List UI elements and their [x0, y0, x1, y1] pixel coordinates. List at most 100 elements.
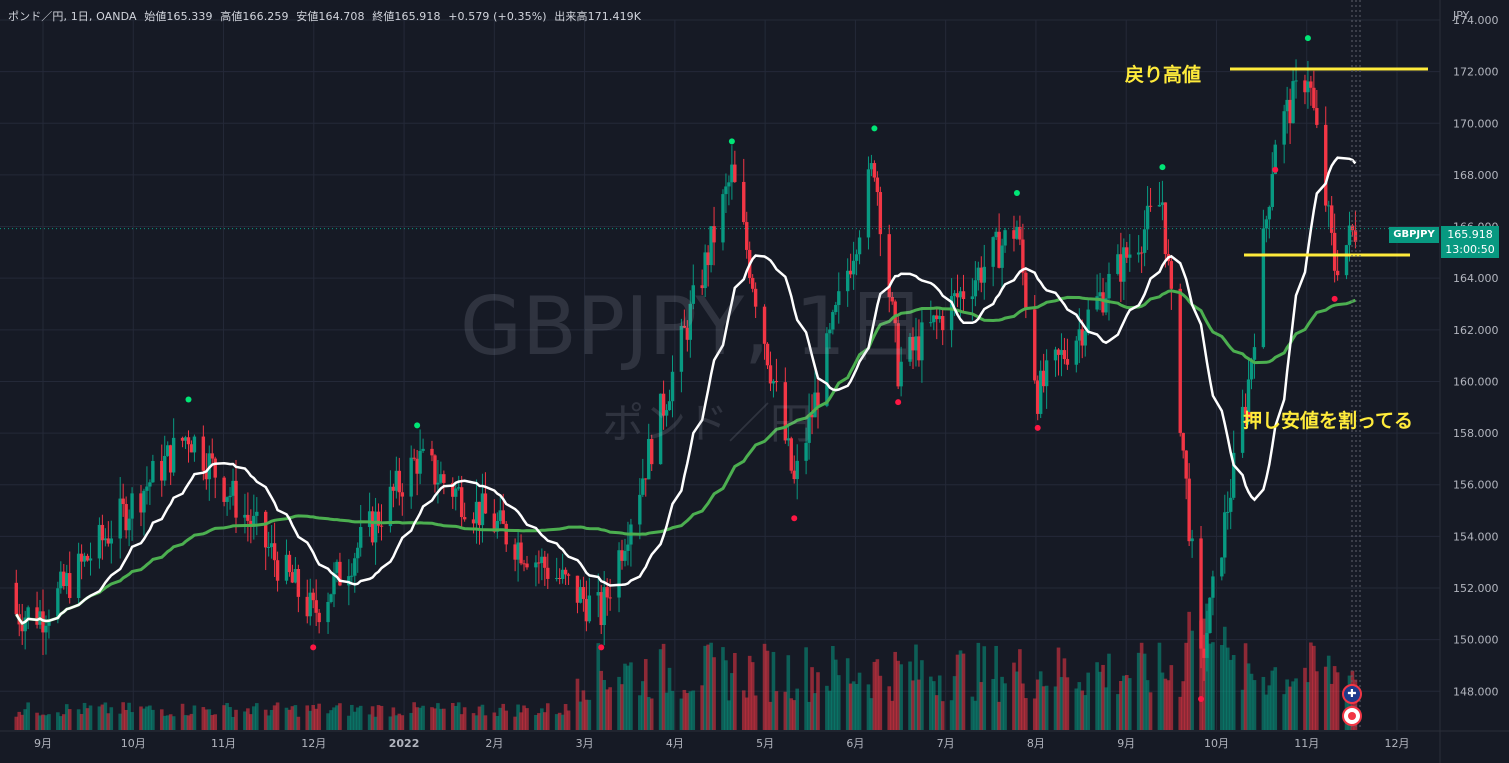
volume-bar	[816, 672, 820, 730]
candle	[578, 579, 583, 604]
swing-low-marker	[598, 644, 605, 651]
y-tick-label: 162.000	[1453, 324, 1499, 337]
volume-bar	[685, 693, 690, 730]
volume-bar	[596, 643, 601, 730]
swing-low-marker	[1331, 295, 1338, 302]
swing-low-marker	[1272, 166, 1279, 173]
volume-bar	[332, 707, 336, 730]
candle	[1347, 211, 1352, 262]
volume-bar	[373, 716, 378, 730]
candle-body	[76, 553, 81, 598]
candle-body	[670, 371, 675, 402]
volume-bar	[617, 676, 621, 730]
volume-bar	[183, 715, 188, 730]
candle	[47, 609, 51, 639]
candle	[1264, 215, 1269, 243]
candle	[350, 563, 354, 583]
volume-bar	[620, 684, 624, 730]
candle-body	[290, 572, 295, 583]
candle-body	[970, 296, 975, 300]
volume-bar	[1288, 686, 1292, 730]
candle-body	[810, 414, 814, 418]
volume-bar	[563, 704, 568, 730]
candle	[991, 236, 995, 287]
japan-flag-icon[interactable]	[1342, 706, 1362, 726]
volume-bar	[228, 707, 232, 730]
candle-body	[148, 482, 152, 487]
candle-body	[608, 597, 612, 599]
volume-bar	[442, 708, 446, 730]
candle-body	[213, 458, 217, 478]
candle	[1056, 348, 1061, 376]
candle	[1044, 349, 1049, 409]
candle-body	[1303, 80, 1307, 93]
volume-bar	[783, 691, 788, 730]
volume-bar	[744, 697, 749, 730]
volume-bar	[730, 673, 734, 730]
volume-bar	[1124, 675, 1129, 730]
candle	[243, 493, 247, 534]
volume-bar	[1038, 671, 1043, 730]
candle-body	[272, 543, 277, 561]
volume-bar	[940, 701, 945, 730]
candle	[828, 323, 832, 349]
candle	[691, 264, 695, 310]
candle-body	[287, 554, 292, 573]
volume-bar	[159, 709, 164, 730]
candle	[1160, 180, 1165, 221]
volume-bar	[471, 713, 476, 730]
candle	[296, 564, 301, 613]
volume-value: 出来高171.419K	[554, 10, 642, 23]
volume-bar	[210, 715, 215, 730]
candle-body	[1335, 270, 1340, 276]
volume-bar	[1119, 680, 1123, 730]
candle	[353, 552, 357, 593]
candle	[1142, 210, 1147, 267]
candle-body	[222, 477, 226, 502]
candle-body	[1142, 229, 1147, 253]
candle	[1291, 70, 1295, 124]
candle-body	[183, 437, 188, 441]
x-tick-label: 11月	[211, 737, 236, 750]
candle	[644, 478, 648, 497]
candle-body	[733, 164, 737, 182]
volume-bar	[602, 679, 606, 730]
candle	[745, 211, 749, 259]
candle	[1074, 336, 1079, 373]
volume-bar	[1160, 672, 1165, 730]
candle-body	[620, 550, 624, 561]
candle	[786, 425, 790, 447]
candle	[851, 241, 856, 290]
candle	[795, 444, 799, 500]
swing-low-marker	[1245, 412, 1252, 419]
candle-body	[266, 547, 271, 549]
volume-bar	[97, 706, 102, 730]
candle-body	[504, 523, 508, 545]
volume-bar	[243, 711, 247, 730]
volume-bar	[807, 701, 811, 730]
candle-body	[79, 553, 84, 562]
symbol-name[interactable]: ポンド／円, 1日, OANDA	[8, 10, 137, 23]
candle	[875, 171, 880, 206]
candle-body	[243, 514, 247, 518]
volume-bar	[658, 649, 663, 730]
volume-bar	[1166, 680, 1171, 730]
volume-bar	[540, 708, 544, 730]
volume-bar	[1107, 653, 1111, 730]
candle	[789, 436, 793, 474]
candle-body	[638, 494, 642, 525]
volume-bar	[765, 650, 770, 730]
candle-body	[854, 254, 859, 261]
candle	[246, 492, 250, 542]
candle-body	[1062, 350, 1067, 360]
candle-body	[418, 450, 422, 474]
candle-body	[940, 315, 945, 331]
uk-flag-icon[interactable]: ✚	[1342, 684, 1362, 704]
open-value: 始値165.339	[144, 10, 213, 23]
candle-body	[584, 598, 589, 622]
candle-body	[1157, 204, 1162, 207]
candle	[1119, 232, 1123, 302]
volume-bar	[201, 707, 206, 730]
